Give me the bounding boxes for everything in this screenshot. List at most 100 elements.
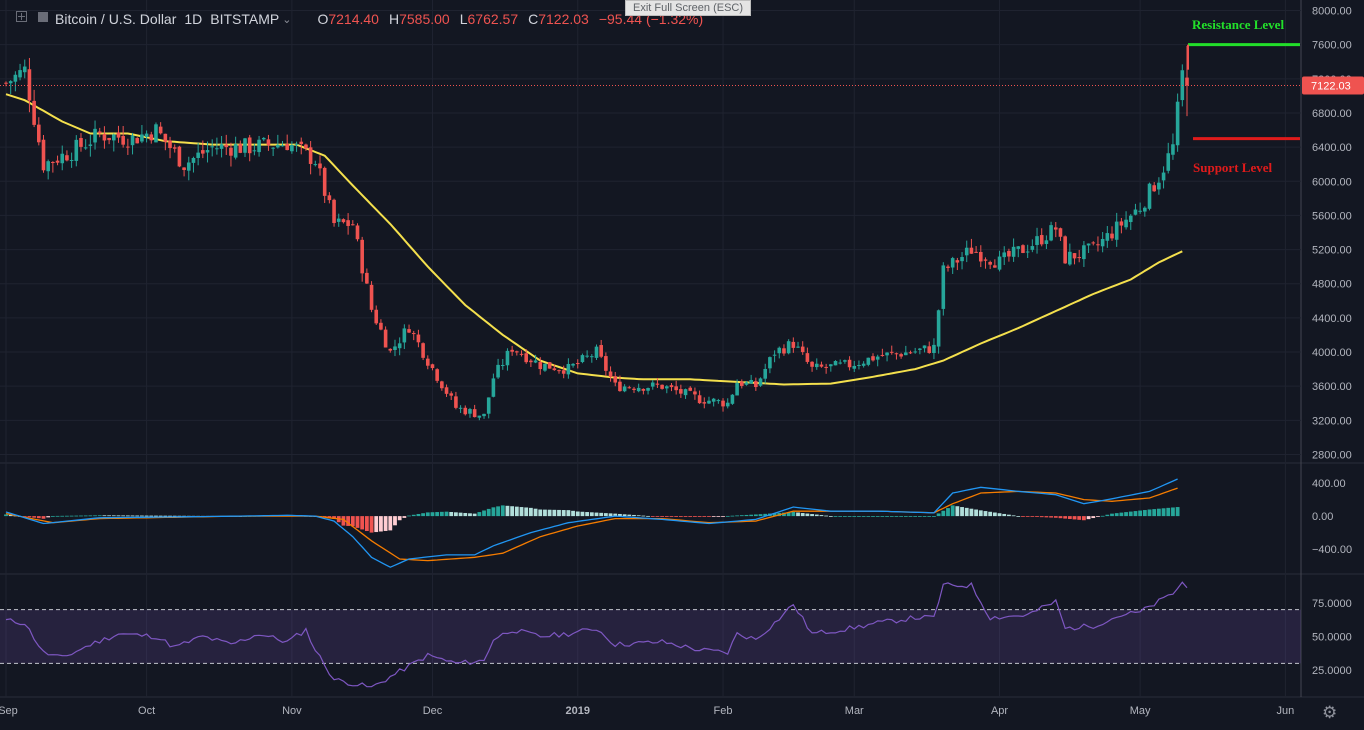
macd-histogram-bar [983,511,988,517]
macd-histogram-bar [32,516,37,518]
candle-body [679,389,683,394]
candle-body [650,382,655,387]
macd-histogram-bar [800,513,805,517]
candle-body [739,381,744,386]
candle-body [529,360,533,363]
candle-body [557,370,561,372]
support-label: Support Level [1193,160,1272,175]
candle-body [571,363,575,366]
macd-histogram-bar [524,507,529,517]
candle-body [796,346,800,348]
candle-body [491,378,496,397]
macd-histogram-bar [978,510,983,517]
macd-histogram-bar [83,515,88,517]
macd-histogram-bar [753,514,758,517]
price-tick-label: 6800.00 [1312,108,1352,120]
candle-body [988,261,992,265]
candle-body [327,195,332,201]
macd-histogram-bar [847,516,852,517]
candle-body [847,359,852,368]
candle-body [4,82,8,84]
price-tick-label: 3600.00 [1312,381,1352,393]
macd-histogram-bar [1096,516,1100,517]
candle-body [524,353,529,363]
candle-body [1007,250,1011,257]
candle-body [866,357,871,365]
macd-tick-label: 400.00 [1312,478,1346,490]
macd-histogram-bar [744,514,749,517]
macd-histogram-bar [1025,516,1030,517]
macd-histogram-bar [355,516,360,528]
macd-histogram-bar [1175,507,1180,517]
macd-histogram-bar [936,513,941,517]
gear-icon[interactable]: ⚙ [1322,703,1338,722]
candle-body [1025,251,1030,253]
macd-histogram-bar [65,515,69,517]
candle-body [97,131,102,134]
macd-histogram-bar [927,516,932,517]
macd-histogram-bar [514,506,519,517]
exchange-label[interactable]: BITSTAMP [210,11,280,27]
macd-histogram-bar [974,509,979,517]
candle-body [1030,246,1035,250]
candle-body [8,81,13,84]
candle-body [1011,246,1016,257]
candle-body [946,266,950,268]
macd-histogram-bar [646,515,650,517]
macd-histogram-bar [393,516,397,526]
macd-histogram-bar [875,516,880,517]
candle-body [1166,153,1171,171]
macd-histogram-bar [125,515,130,517]
x-tick-label: Mar [845,705,864,717]
macd-histogram-bar [163,515,168,517]
macd-histogram-bar [444,511,449,517]
candle-body [922,345,927,349]
macd-histogram-bar [379,516,383,532]
candle-body [758,378,763,386]
candle-body [688,387,693,391]
symbol-name[interactable]: Bitcoin / U.S. Dollar [55,11,177,27]
candle-body [824,366,828,368]
candle-body [463,407,468,415]
candle-body [880,354,885,356]
interval-label[interactable]: 1D [184,11,203,27]
symbol-icon [38,12,48,22]
macd-histogram-bar [594,512,599,517]
candle-body [22,66,27,73]
macd-histogram-bar [814,514,819,517]
chevron-down-icon[interactable]: ⌄ [282,13,292,26]
last-price-badge [1302,76,1364,95]
macd-histogram-bar [941,510,946,517]
macd-histogram-bar [950,505,955,517]
macd-histogram-bar [46,516,51,518]
macd-histogram-bar [791,511,796,517]
macd-histogram-bar [130,515,135,517]
candle-body [510,349,514,352]
macd-histogram-bar [796,512,800,517]
macd-histogram-bar [421,513,425,517]
macd-histogram-bar [1086,516,1091,520]
macd-histogram-bar [60,515,65,517]
macd-histogram-bar [669,516,674,517]
macd-histogram-bar [618,513,622,517]
macd-histogram-bar [50,515,55,517]
candle-body [993,265,997,268]
candle-body [561,370,566,374]
expand-icon[interactable] [16,11,27,22]
candle-body [1119,221,1124,226]
last-price-label: 7122.03 [1311,80,1351,92]
price-tick-label: 6000.00 [1312,176,1352,188]
macd-histogram-bar [1110,513,1114,517]
macd-histogram-bar [407,515,411,517]
candle-body [599,345,603,357]
macd-histogram-bar [158,515,163,517]
candle-body [215,148,219,150]
macd-histogram-bar [894,516,899,517]
macd-histogram-bar [599,512,604,517]
macd-histogram-bar [486,508,491,517]
candle-body [1016,246,1021,249]
macd-histogram-bar [613,513,618,517]
macd-histogram-bar [528,507,533,517]
candle-body [210,146,215,148]
